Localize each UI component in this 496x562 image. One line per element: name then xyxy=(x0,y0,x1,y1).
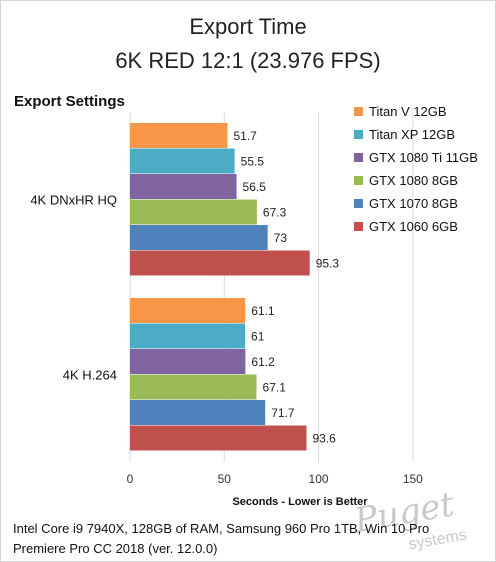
chart-title: Export Time xyxy=(189,14,306,39)
category-labels: 4K DNxHR HQ 4K H.264 xyxy=(30,193,117,383)
footnote-software: Premiere Pro CC 2018 (ver. 12.0.0) xyxy=(13,541,217,556)
legend-swatch xyxy=(354,153,363,162)
bar-value-label: 51.7 xyxy=(233,129,257,143)
x-axis-title: Seconds - Lower is Better xyxy=(232,496,368,508)
bar xyxy=(130,148,235,174)
legend-label: GTX 1080 8GB xyxy=(369,173,458,188)
bar xyxy=(130,250,310,276)
bar xyxy=(130,374,257,400)
legend-swatch xyxy=(354,130,363,139)
bar-value-label: 93.6 xyxy=(313,431,337,445)
x-tick-label: 0 xyxy=(127,472,134,486)
bar-value-label: 71.7 xyxy=(271,406,295,420)
bar xyxy=(130,323,246,349)
legend: Titan V 12GB Titan XP 12GB GTX 1080 Ti 11G… xyxy=(354,104,478,234)
bar xyxy=(130,298,246,323)
bar-value-label: 61.1 xyxy=(251,304,275,318)
legend-swatch xyxy=(354,199,363,208)
chart-subtitle: 6K RED 12:1 (23.976 FPS) xyxy=(115,48,380,73)
legend-label: Titan V 12GB xyxy=(369,104,447,119)
legend-swatch xyxy=(354,176,363,185)
bar-value-label: 56.5 xyxy=(243,180,267,194)
bar xyxy=(130,425,307,451)
legend-label: Titan XP 12GB xyxy=(369,127,455,142)
legend-label: GTX 1060 6GB xyxy=(369,219,458,234)
bar xyxy=(130,225,268,250)
bar-value-label: 67.3 xyxy=(263,205,287,219)
x-tick-labels: 0 50 100 150 xyxy=(127,472,424,486)
x-tick-label: 100 xyxy=(309,472,329,486)
x-tick-label: 150 xyxy=(403,472,423,486)
category-label: 4K DNxHR HQ xyxy=(30,193,117,208)
x-tick-label: 50 xyxy=(218,472,232,486)
legend-swatch xyxy=(354,107,363,116)
legend-label: GTX 1080 Ti 11GB xyxy=(369,150,478,165)
category-axis-title: Export Settings xyxy=(14,93,125,110)
bar-value-label: 55.5 xyxy=(241,154,265,168)
legend-swatch xyxy=(354,222,363,231)
bar-value-label: 73 xyxy=(274,231,288,245)
bars xyxy=(130,123,310,451)
bar xyxy=(130,349,246,374)
bar-value-label: 61.2 xyxy=(251,355,275,369)
legend-label: GTX 1070 8GB xyxy=(369,196,458,211)
bar-value-label: 95.3 xyxy=(316,256,340,270)
category-label: 4K H.264 xyxy=(63,368,117,383)
bar xyxy=(130,400,266,425)
value-labels: 51.7 55.5 56.5 67.3 73 95.3 61.1 61 61.2 67.1 71.7… xyxy=(233,129,339,446)
bar xyxy=(130,123,228,148)
bar-value-label: 67.1 xyxy=(263,380,287,394)
bar xyxy=(130,174,237,199)
bar xyxy=(130,199,257,225)
footnote-system: Intel Core i9 7940X, 128GB of RAM, Samsu… xyxy=(13,521,429,536)
bar-value-label: 61 xyxy=(251,329,265,343)
